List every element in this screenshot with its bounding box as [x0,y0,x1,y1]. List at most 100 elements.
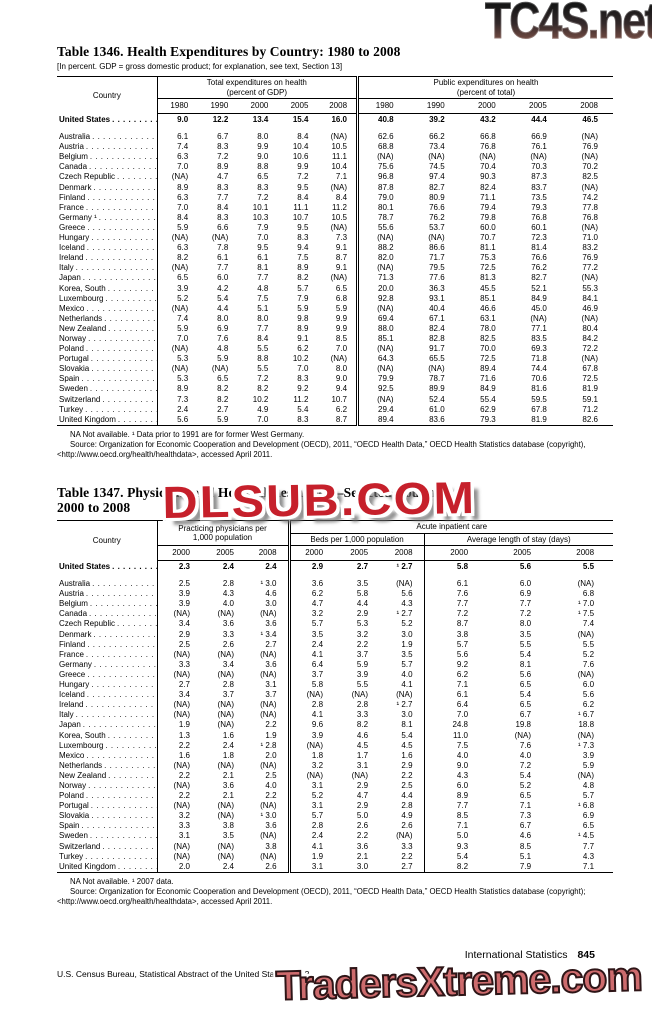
table-row: Denmark 2.9 3.3 ¹ 3.4 3.5 3.2 3.0 3.8 3.5 (NA) [57,629,613,640]
table-row: Belgium 6.3 7.2 9.0 10.6 11.1 (NA) (NA) (NA) (NA)… [57,152,613,163]
value-cell: 7.1 [335,172,348,182]
value-cell: (NA) [356,394,409,405]
value-cell: 4.0 [265,780,277,790]
country-name: Korea, South [59,283,106,293]
table-row: Germany ¹ 8.4 8.3 10.3 10.7 10.5 78.7 76.2 79.8 7… [57,212,613,223]
year-header: 2005 [487,545,551,562]
value-cell: 5.6 [519,562,532,572]
dot-leader [88,781,156,791]
value-cell: 89.4 [480,364,496,374]
country-cell: Switzerland [57,394,158,405]
country-name: Austria [59,589,84,599]
col-header-country: Country [57,76,158,114]
value-cell: 3.0 [265,599,277,609]
dot-leader [92,132,156,142]
value-cell: 76.8 [480,142,496,152]
country-name: Finland [59,192,86,202]
value-cell: 6.3 [177,192,189,202]
table-row: Spain 3.3 3.8 3.6 2.8 2.6 2.6 7.1 6.7 6.5 [57,821,613,832]
value-cell: ¹ 7.3 [578,740,595,750]
value-cell: 8.7 [335,253,348,263]
table-row: Turkey (NA) (NA) (NA) 1.9 2.1 2.2 5.4 5.1 4.3 [57,851,613,862]
value-cell: (NA) [260,710,277,720]
dot-leader [118,862,156,872]
value-cell: 72.3 [531,233,547,243]
value-cell: 6.5 [257,172,269,182]
country-cell: Canada [57,162,158,173]
country-name: Hungary [59,233,90,243]
value-cell: ¹ 4.5 [578,831,595,841]
dot-leader [90,152,156,162]
value-cell: 71.8 [531,354,547,364]
value-cell: 9.1 [297,333,309,343]
value-cell: (NA) [217,649,234,659]
country-cell: Belgium [57,152,158,163]
country-name: Iceland [59,243,85,253]
value-cell: (NA) [530,152,547,162]
value-cell: 72.5 [480,263,496,273]
value-cell: 7.4 [582,619,595,629]
value-cell: (NA) [581,152,598,162]
value-cell: 85.1 [356,333,409,345]
value-cell: 4.1 [287,841,335,852]
value-cell: 71.3 [356,273,409,284]
value-cell: ¹ 3.0 [260,579,277,589]
value-cell: 7.9 [519,861,532,871]
value-cell: 78.7 [429,374,445,384]
value-cell: 5.9 [217,354,229,364]
country-cell: Finland [57,192,158,203]
value-cell: 4.6 [265,589,277,599]
value-cell: 5.8 [287,680,335,691]
country-name: Austria [59,142,84,152]
country-name: United States [59,561,111,571]
value-cell: 4.3 [423,770,488,781]
table-row: Slovakia (NA) (NA) 5.5 7.0 8.0 (NA) (NA) 89.4 74.… [57,364,613,375]
value-cell: 44.4 [531,115,547,125]
table-1347-title-line2: 2000 to 2008 [57,500,131,515]
table-row: Iceland 6.3 7.8 9.5 9.4 9.1 88.2 86.6 81.1 81.4 83… [57,243,613,254]
value-cell: 6.2 [297,344,309,354]
value-cell: 2.4 [222,562,234,572]
dot-leader [90,831,156,841]
value-cell: 2.4 [177,404,189,414]
value-cell: 3.2 [178,811,190,821]
country-cell: Switzerland [57,841,158,852]
value-cell: 8.9 [177,384,189,394]
value-cell: 96.8 [356,172,409,183]
country-cell: Germany ¹ [57,212,158,223]
value-cell: 71.1 [480,192,496,202]
country-cell: France [57,649,158,660]
value-cell: 7.0 [177,202,189,212]
value-cell: (NA) [171,303,189,313]
value-cell: 4.8 [257,283,269,293]
value-cell: 8.4 [297,132,309,142]
dot-leader [92,579,156,589]
country-cell: Slovakia [57,811,158,822]
value-cell: 70.0 [480,344,496,354]
value-cell: 80.1 [356,202,409,213]
country-name: Mexico [59,750,85,760]
table-row: Switzerland (NA) (NA) 3.8 4.1 3.6 3.3 9.3 8.5 7.7 [57,841,613,852]
dot-leader [76,710,156,720]
value-cell: (NA) [173,851,190,861]
value-cell: 2.7 [217,404,229,414]
value-cell: 7.4 [177,142,189,152]
value-cell: 5.8 [356,589,369,599]
value-cell: (NA) [287,690,335,701]
value-cell: 8.3 [217,182,229,192]
value-cell: 9.0 [335,374,348,384]
country-cell: Australia [57,579,158,590]
dot-leader [86,304,156,314]
value-cell: 89.4 [356,414,409,426]
value-cell: 16.0 [331,115,348,125]
dot-leader [85,852,156,862]
value-cell: 61.0 [429,404,445,414]
country-cell: Sweden [57,831,158,842]
country-name: Denmark [59,629,92,639]
country-name: Ireland [59,700,84,710]
country-name: Sweden [59,384,88,394]
table-row: New Zealand 5.9 6.9 7.7 8.9 9.9 88.0 82.4 78.0 77… [57,323,613,334]
value-cell: 93.1 [429,293,445,303]
value-cell: 3.5 [519,629,532,639]
value-cell: 8.7 [423,619,488,630]
